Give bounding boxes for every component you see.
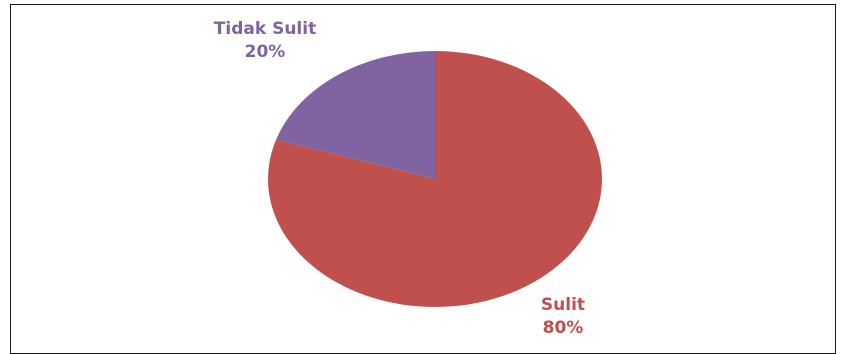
pie-label-sulit-name: Sulit — [540, 295, 586, 315]
pie-label-tidak-sulit: Tidak Sulit 20% — [205, 18, 325, 64]
pie-label-tidak-sulit-percent: 20% — [244, 42, 286, 62]
pie-label-sulit-percent: 80% — [542, 318, 584, 338]
pie-label-sulit: Sulit 80% — [528, 294, 598, 340]
pie-slice-sulit — [267, 51, 602, 307]
pie-slice-tidak-sulit — [276, 51, 435, 179]
pie-label-tidak-sulit-name: Tidak Sulit — [213, 19, 317, 39]
